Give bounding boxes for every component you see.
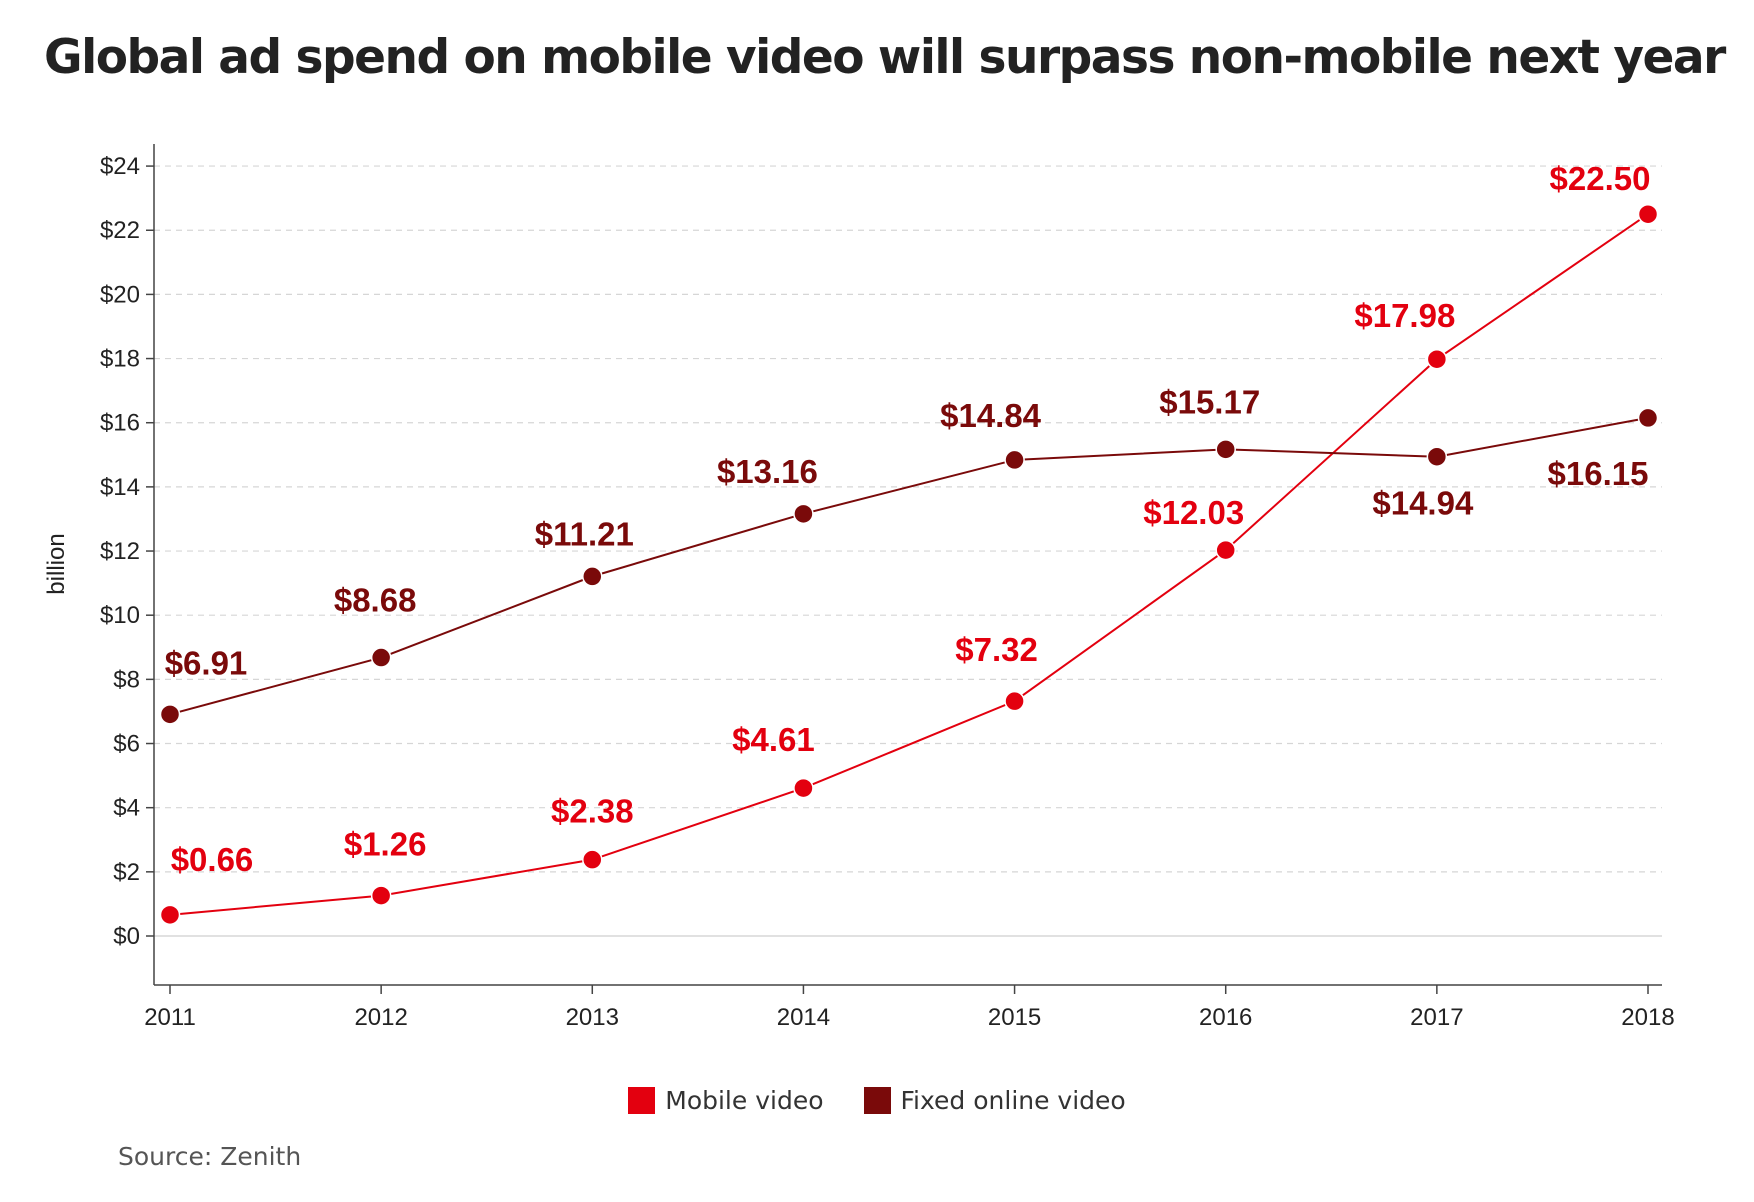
series-line xyxy=(169,416,1649,716)
data-label: $6.91 xyxy=(165,644,248,681)
data-label: $4.61 xyxy=(732,721,815,758)
y-tick-label: $22 xyxy=(100,217,140,244)
x-tick-label: 2012 xyxy=(354,1004,407,1031)
data-point xyxy=(1004,690,1025,712)
y-tick-label: $16 xyxy=(100,410,140,437)
chart-title: Global ad spend on mobile video will sur… xyxy=(44,30,1726,85)
legend-label: Fixed online video xyxy=(900,1086,1126,1115)
series-line xyxy=(169,213,1649,916)
data-label: $7.32 xyxy=(955,631,1038,668)
x-tick-label: 2011 xyxy=(144,1004,196,1031)
data-point xyxy=(1426,446,1448,467)
data-label: $13.16 xyxy=(717,453,818,490)
y-tick-label: $6 xyxy=(113,731,140,758)
data-label: $14.84 xyxy=(940,397,1042,434)
data-label: $16.15 xyxy=(1548,455,1649,492)
x-tick-label: 2013 xyxy=(566,1004,619,1031)
y-axis-label: billion xyxy=(43,533,70,594)
data-label-layer: $0.66 $1.26 $2.38 $4.61 $7.32 $12.03 $17.98 $22… xyxy=(165,160,1651,878)
y-tick-label: $12 xyxy=(100,538,140,565)
data-label: $1.26 xyxy=(344,826,427,863)
data-point xyxy=(1215,439,1236,460)
data-point xyxy=(159,704,181,725)
y-tick-label: $8 xyxy=(113,666,140,693)
legend-swatch-mobile-video xyxy=(628,1087,656,1114)
data-label: $17.98 xyxy=(1354,297,1455,334)
y-tick-label: $0 xyxy=(113,923,140,950)
data-point xyxy=(1215,539,1236,561)
data-point xyxy=(159,904,181,926)
series-layer xyxy=(159,203,1659,926)
y-tick-label: $18 xyxy=(100,346,140,373)
x-tick-label: 2014 xyxy=(777,1004,830,1031)
data-point xyxy=(370,885,392,906)
axes: $0 $2 $4 $6 $8 $10 $12 $14 $16 $18 $20 $22 $24 2011 20… xyxy=(100,144,1675,1031)
data-label: $12.03 xyxy=(1143,494,1244,531)
source-note: Source: Zenith xyxy=(118,1142,302,1171)
data-point xyxy=(582,566,603,587)
legend: Mobile video Fixed online video xyxy=(0,1086,1754,1115)
data-label: $0.66 xyxy=(171,841,254,878)
y-tick-label: $14 xyxy=(100,474,140,501)
data-point xyxy=(1637,203,1659,225)
legend-item-mobile-video[interactable]: Mobile video xyxy=(628,1086,824,1115)
data-point xyxy=(1004,449,1025,471)
legend-label: Mobile video xyxy=(665,1086,824,1115)
data-label: $22.50 xyxy=(1550,160,1651,197)
legend-swatch-fixed-online-video xyxy=(863,1087,891,1114)
y-tick-label: $24 xyxy=(100,153,140,180)
data-label: $8.68 xyxy=(334,582,417,619)
x-tick-label: 2018 xyxy=(1621,1004,1674,1031)
x-tick-label: 2015 xyxy=(988,1004,1041,1031)
grid-lines xyxy=(154,165,1662,937)
data-label: $14.94 xyxy=(1372,485,1474,522)
legend-item-fixed-online-video[interactable]: Fixed online video xyxy=(863,1086,1126,1115)
data-label: $11.21 xyxy=(535,515,634,552)
data-point xyxy=(370,647,392,668)
y-tick-label: $20 xyxy=(100,281,140,308)
y-tick-label: $4 xyxy=(113,795,140,822)
data-label: $15.17 xyxy=(1159,383,1260,420)
data-point xyxy=(793,503,814,525)
y-tick-label: $10 xyxy=(100,602,140,629)
data-point xyxy=(582,849,603,870)
data-point xyxy=(793,777,814,799)
data-label: $2.38 xyxy=(551,793,634,830)
y-tick-label: $2 xyxy=(113,859,140,886)
data-point xyxy=(1426,348,1448,370)
x-tick-label: 2016 xyxy=(1199,1004,1252,1031)
x-tick-label: 2017 xyxy=(1410,1004,1463,1031)
data-point xyxy=(1637,407,1659,429)
